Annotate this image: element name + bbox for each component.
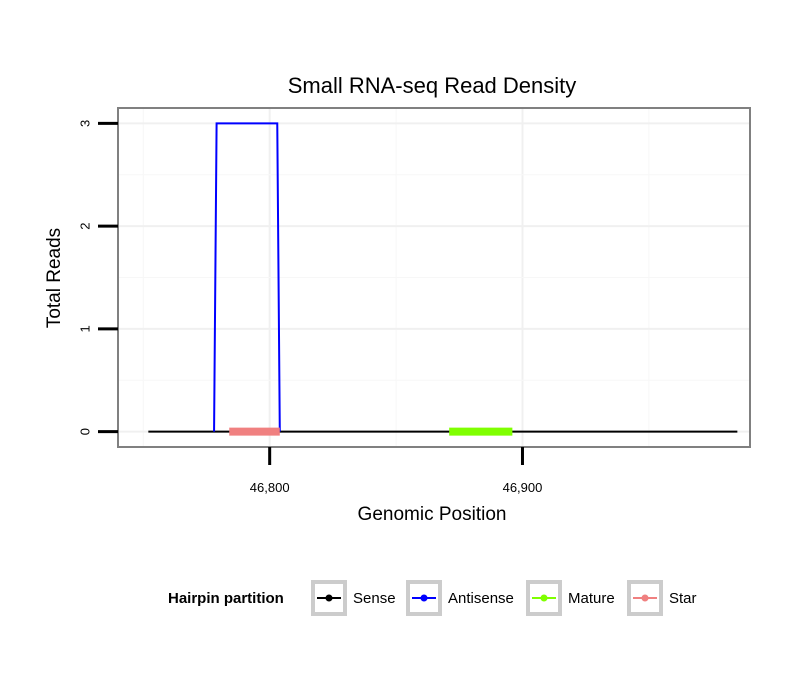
legend-label-sense: Sense <box>353 590 396 607</box>
legend-key-point-star <box>641 594 649 602</box>
chart-title: Small RNA-seq Read Density <box>288 73 577 98</box>
y-axis-title: Total Reads <box>44 228 65 328</box>
plot-panel <box>117 107 751 448</box>
legend-label-mature: Mature <box>568 590 615 607</box>
plot-border <box>117 107 751 448</box>
series-layer <box>148 122 738 436</box>
y-tick-label: 3 <box>78 120 93 127</box>
x-tick-label: 46,800 <box>250 480 290 495</box>
legend: Hairpin partition Sense Antisense Mature St… <box>168 580 697 616</box>
y-tick-label: 1 <box>78 325 93 332</box>
y-tick-label: 2 <box>78 223 93 230</box>
x-tick-label: 46,900 <box>503 480 543 495</box>
legend-key-point-mature <box>540 594 548 602</box>
antisense-line <box>213 122 281 432</box>
axes: 46,800 46,900 0 1 2 3 <box>78 120 543 495</box>
x-axis-title: Genomic Position <box>358 504 507 525</box>
legend-label-star: Star <box>669 590 697 607</box>
y-tick-label: 0 <box>78 428 93 435</box>
legend-key-point-antisense <box>420 594 428 602</box>
legend-title: Hairpin partition <box>168 590 284 607</box>
legend-key-point-sense <box>325 594 333 602</box>
legend-label-antisense: Antisense <box>448 590 514 607</box>
